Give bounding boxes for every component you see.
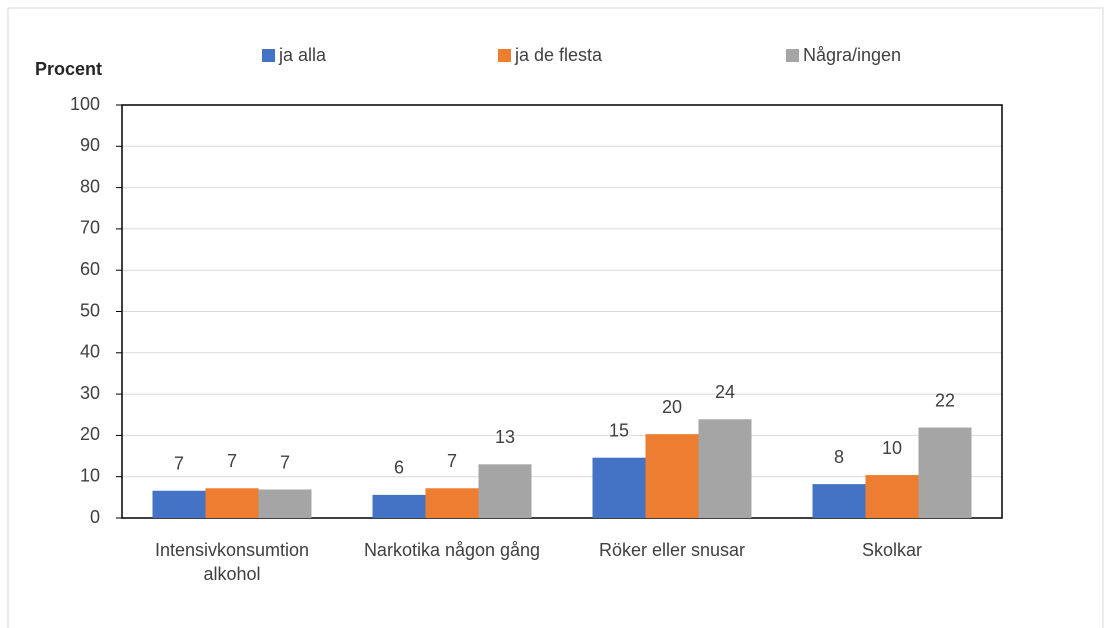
bar [592, 457, 646, 518]
y-tick-label: 80 [80, 176, 100, 196]
data-label: 13 [495, 427, 515, 447]
legend-label: Några/ingen [803, 45, 901, 65]
data-label: 7 [447, 451, 457, 471]
legend-label: ja de flesta [514, 45, 603, 65]
y-tick-label: 60 [80, 259, 100, 279]
data-label: 22 [935, 390, 955, 410]
y-tick-label: 30 [80, 383, 100, 403]
bar [918, 427, 972, 518]
legend-swatch [498, 49, 511, 62]
bar [152, 490, 206, 518]
y-tick-label: 100 [70, 94, 100, 114]
y-tick-label: 10 [80, 465, 100, 485]
chart-frame [7, 7, 1104, 628]
data-label: 24 [715, 382, 735, 402]
bar [372, 494, 426, 518]
data-label: 20 [662, 397, 682, 417]
bar [812, 484, 866, 518]
bar [645, 434, 699, 518]
bar [865, 475, 919, 518]
bar [478, 464, 532, 518]
data-label: 7 [227, 451, 237, 471]
data-label: 15 [609, 420, 629, 440]
legend-swatch [786, 49, 799, 62]
x-tick-label: Röker eller snusar [598, 540, 746, 560]
x-tick-label: Narkotika någon gång [363, 540, 541, 560]
bar [258, 489, 312, 518]
y-tick-label: 40 [80, 342, 100, 362]
bar [425, 488, 479, 518]
legend-label: ja alla [278, 45, 327, 65]
x-tick-label: Intensivkonsumtion alkohol [154, 540, 310, 584]
y-tick-label: 70 [80, 218, 100, 238]
y-tick-label: 0 [90, 507, 100, 527]
plot-border [121, 104, 1003, 519]
data-label: 10 [882, 438, 902, 458]
y-tick-label: 20 [80, 424, 100, 444]
legend-swatch [262, 49, 275, 62]
data-label: 7 [280, 452, 290, 472]
data-label: 8 [834, 447, 844, 467]
bar [205, 488, 259, 518]
y-tick-label: 50 [80, 300, 100, 320]
bar [698, 419, 752, 518]
data-label: 7 [174, 453, 184, 473]
y-axis-label: Procent [35, 59, 102, 79]
data-label: 6 [394, 458, 404, 478]
y-tick-label: 90 [80, 135, 100, 155]
x-tick-label: Skolkar [861, 540, 923, 560]
